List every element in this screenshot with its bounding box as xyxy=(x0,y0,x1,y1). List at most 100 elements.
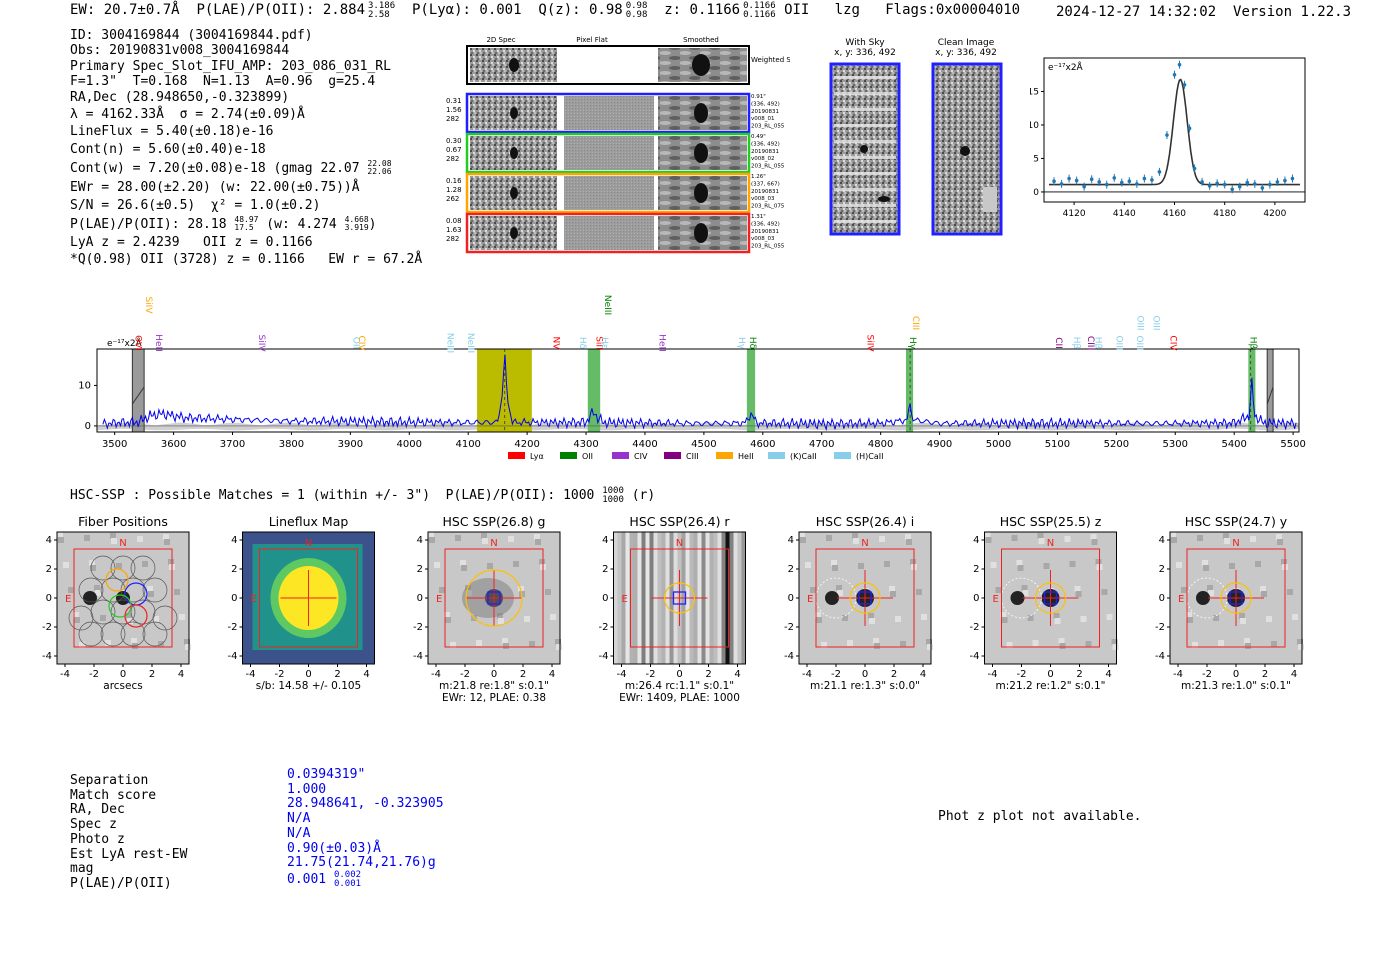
hsc-noise-pixel xyxy=(502,638,508,644)
cutout-row-frame xyxy=(465,212,751,254)
zoom-data-point xyxy=(1192,166,1197,171)
hsc-noise-pixel xyxy=(1095,559,1102,565)
match-box xyxy=(672,591,687,605)
fiber-circle xyxy=(142,621,168,647)
cutout-row-stat: 262 xyxy=(446,195,459,203)
cutout-smoothed-source xyxy=(694,103,708,123)
hsc-noise-pixel xyxy=(508,536,514,542)
cutout-row-meta: (337, 667) xyxy=(751,181,780,187)
hsc-noise-pixel xyxy=(1213,615,1219,621)
hsc-noise-pixel xyxy=(1037,533,1044,539)
emission-line-label: SiIV xyxy=(143,296,153,314)
cutout-row-stat: 1.63 xyxy=(446,226,462,234)
emission-line-label: Hγ xyxy=(736,337,746,350)
hsc-noise-pixel xyxy=(984,532,991,538)
hsc-xtick-label: -4 xyxy=(802,669,812,680)
hsc-noise-pixel xyxy=(1000,612,1007,618)
cutout-pixel-flat xyxy=(564,216,654,250)
hsc-noise-pixel xyxy=(926,639,932,645)
zoom-ytick-label: 0 xyxy=(1033,188,1039,198)
zoom-xtick-label: 4120 xyxy=(1063,209,1086,219)
hsc-noise-pixel xyxy=(1292,614,1298,620)
zoom-data-point xyxy=(1172,72,1177,77)
hsc-noise-pixel xyxy=(434,562,440,568)
hsc-xtick-label: 4 xyxy=(549,669,555,680)
hsc-noise-pixel xyxy=(799,532,805,538)
emission-line-label: OIII xyxy=(1150,315,1160,330)
photz-message: Phot z plot not available. xyxy=(938,809,1142,824)
aperture-box xyxy=(259,548,358,648)
zoom-data-point xyxy=(1215,181,1219,186)
info-plae-w-hi: 4.668 xyxy=(344,215,369,225)
hsc-xtick-label: 2 xyxy=(334,669,340,680)
hsc-noise-pixel xyxy=(1277,539,1283,545)
hsc-noise-pixel xyxy=(111,538,117,544)
match-label: Spec z xyxy=(70,817,117,833)
hsc-noise-pixel xyxy=(1032,640,1039,646)
hsc-noise-pixel xyxy=(868,613,874,619)
legend-label: (H)CaII xyxy=(856,452,883,461)
info-contn: Cont(n) = 5.60(±0.40)e-18 xyxy=(70,141,266,157)
hsc-noise-pixel xyxy=(444,612,450,618)
legend-label: (K)CaII xyxy=(790,452,817,461)
cutout-row-meta: v008_03 xyxy=(751,236,775,242)
hsc-ytick-label: 4 xyxy=(602,535,608,546)
hsc-ytick-label: -2 xyxy=(228,622,238,633)
hsc-xtick-label: -2 xyxy=(89,669,99,680)
hsc-noise-pixel xyxy=(126,613,132,619)
hsc-ytick-label: -2 xyxy=(413,622,423,633)
zoom-fit-line xyxy=(1049,78,1300,186)
hsc-ytick-label: -2 xyxy=(1155,622,1165,633)
hsc-noise-pixel xyxy=(916,589,922,595)
hsc-noise-pixel xyxy=(1021,585,1028,591)
east-label: E xyxy=(436,594,442,605)
cutout-row-meta: 1.31" xyxy=(751,214,766,220)
hsc-noise-pixel xyxy=(900,641,906,647)
cutout-row-meta: (336, 492) xyxy=(751,101,780,107)
hsc-noise-pixel xyxy=(148,591,154,597)
east-label: E xyxy=(251,594,257,605)
info-fiber: F=1.3" T=0.168 N=1.13 A=0.96 g=25.4 xyxy=(70,74,376,90)
hsc-ytick-label: 2 xyxy=(231,564,237,575)
fiber-circle xyxy=(120,621,146,647)
hsc-noise-pixel xyxy=(1001,617,1008,623)
aperture-box xyxy=(815,548,915,648)
hsc-noise-pixel xyxy=(1192,642,1198,648)
hsc-panel-title: HSC SSP(25.5) z xyxy=(1000,514,1102,529)
hsc-r-stripe xyxy=(729,532,734,664)
info-radec: RA,Dec (28.948650,-0.323899) xyxy=(70,89,290,105)
info-lineflux: LineFlux = 5.40(±0.18)e-16 xyxy=(70,124,274,140)
cutout-row-stat: 1.28 xyxy=(446,186,462,194)
clean-xy: x, y: 336, 492 xyxy=(935,48,997,58)
hsc-noise-pixel xyxy=(805,562,811,568)
hsc-noise-pixel xyxy=(1223,533,1229,539)
zoom-xtick-label: 4180 xyxy=(1213,209,1236,219)
hsc-noise-pixel xyxy=(1298,644,1304,650)
hsc-xtick-label: -2 xyxy=(275,669,285,680)
spectrum-xtick-label: 4400 xyxy=(632,439,657,450)
cutout-row-meta: v008_01 xyxy=(751,116,775,122)
hsc-noise-pixel xyxy=(1059,643,1066,649)
zoom-data-point xyxy=(1290,176,1295,181)
hsc-noise-pixel xyxy=(137,536,143,542)
cutout-smoothed-source xyxy=(694,183,708,203)
hsc-caption: m:21.8 re:1.8" s:0.1" xyxy=(439,680,549,692)
cutout-row-stat: 282 xyxy=(446,235,459,243)
zoom-data-point xyxy=(1119,180,1124,185)
hsc-r-stripe xyxy=(741,532,746,664)
hsc-noise-pixel xyxy=(63,562,69,568)
hsc-noise-pixel xyxy=(847,640,853,646)
hsc-xtick-label: 0 xyxy=(862,669,868,680)
zoom-data-point xyxy=(1097,180,1102,184)
spectrum-highlight-band xyxy=(905,349,914,432)
cutout-row-meta: v008_02 xyxy=(751,156,775,162)
hsc-noise-pixel xyxy=(476,640,482,646)
hsc-noise-pixel xyxy=(95,590,101,596)
hsc-noise-pixel xyxy=(455,535,461,541)
cutout-row-meta: 203_RL_075 xyxy=(751,204,785,210)
col-title-smooth: Smoothed xyxy=(683,36,719,44)
hsc-r-stripe xyxy=(721,532,726,664)
hsc-panel: Fiber Positions N E -4 -4 -2 -2 0 0 2 2 4 4 arcsecs xyxy=(42,514,191,692)
hsc-noise-pixel xyxy=(498,618,504,624)
